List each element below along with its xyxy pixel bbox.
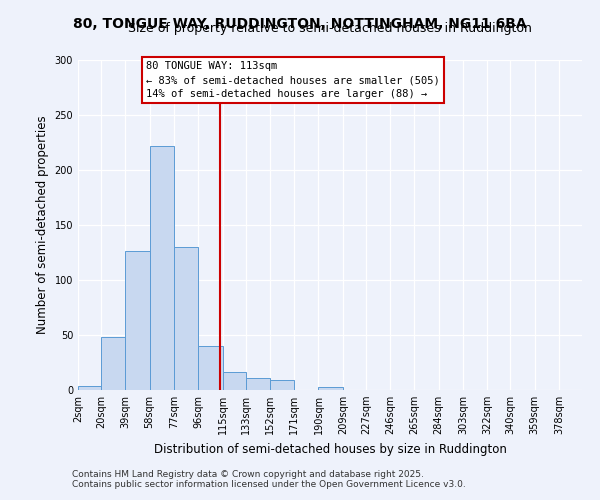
Bar <box>78 386 101 390</box>
Y-axis label: Number of semi-detached properties: Number of semi-detached properties <box>36 116 49 334</box>
Bar <box>245 378 270 390</box>
Bar <box>149 146 174 390</box>
Text: Contains HM Land Registry data © Crown copyright and database right 2025.
Contai: Contains HM Land Registry data © Crown c… <box>72 470 466 489</box>
Text: 80, TONGUE WAY, RUDDINGTON, NOTTINGHAM, NG11 6BA: 80, TONGUE WAY, RUDDINGTON, NOTTINGHAM, … <box>73 18 527 32</box>
Title: Size of property relative to semi-detached houses in Ruddington: Size of property relative to semi-detach… <box>128 22 532 35</box>
Bar <box>174 247 198 390</box>
X-axis label: Distribution of semi-detached houses by size in Ruddington: Distribution of semi-detached houses by … <box>154 442 506 456</box>
Text: 80 TONGUE WAY: 113sqm
← 83% of semi-detached houses are smaller (505)
14% of sem: 80 TONGUE WAY: 113sqm ← 83% of semi-deta… <box>146 61 440 99</box>
Bar <box>270 380 294 390</box>
Bar <box>198 346 223 390</box>
Bar <box>125 252 149 390</box>
Bar <box>101 337 125 390</box>
Bar <box>319 386 343 390</box>
Bar <box>223 372 245 390</box>
